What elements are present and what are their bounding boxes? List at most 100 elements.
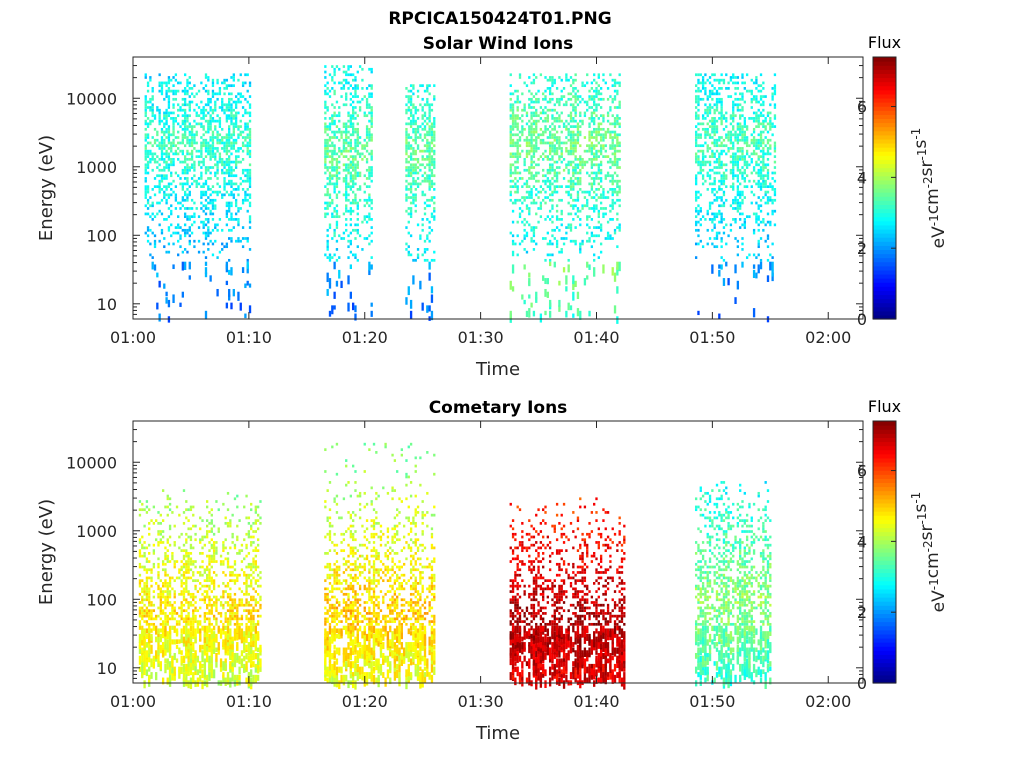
flux-cell (548, 253, 552, 257)
flux-cell (342, 141, 346, 145)
flux-cell (590, 130, 594, 134)
flux-cell (423, 127, 427, 131)
flux-cell (211, 78, 215, 82)
flux-cell (166, 584, 169, 588)
flux-cell (602, 212, 605, 216)
flux-cell (715, 138, 719, 142)
flux-cell (179, 149, 182, 153)
flux-cell (324, 84, 327, 88)
flux-cell (599, 138, 603, 142)
flux-cell (525, 190, 529, 194)
flux-cell (725, 117, 728, 120)
flux-cell (181, 182, 184, 186)
flux-cell (328, 253, 332, 257)
flux-cell (345, 130, 348, 134)
flux-cell (183, 207, 187, 210)
flux-cell (611, 78, 614, 82)
flux-cell (588, 147, 591, 150)
flux-cell (405, 188, 408, 191)
flux-cell (180, 592, 183, 596)
flux-cell (428, 157, 431, 161)
flux-cell (755, 97, 758, 101)
flux-cell (182, 617, 186, 621)
flux-cell (562, 95, 566, 98)
flux-cell (354, 95, 357, 98)
flux-cell (611, 141, 614, 145)
flux-cell (149, 228, 152, 232)
flux-cell (173, 666, 176, 676)
flux-cell (569, 125, 573, 128)
flux-cell (697, 234, 700, 238)
flux-cell (230, 190, 233, 194)
flux-cell (518, 215, 522, 219)
flux-cell (145, 628, 149, 634)
flux-cell (572, 168, 575, 172)
flux-cell (597, 234, 600, 238)
flux-cell (166, 590, 169, 593)
flux-cell (725, 144, 728, 148)
flux-cell (409, 97, 413, 101)
flux-cell (595, 204, 598, 208)
flux-cell (551, 76, 554, 79)
flux-cell (433, 188, 436, 191)
flux-cell (141, 669, 144, 679)
flux-cell (195, 133, 198, 137)
flux-cell (423, 212, 427, 216)
flux-cell (771, 185, 774, 188)
flux-cell (546, 117, 549, 120)
flux-cell (516, 133, 519, 137)
flux-cell (546, 114, 549, 118)
flux-cell (155, 650, 158, 659)
flux-cell (239, 302, 242, 311)
flux-cell (697, 196, 700, 199)
flux-cell (576, 141, 580, 145)
flux-cell (516, 198, 519, 202)
flux-cell (230, 103, 233, 107)
flux-cell (720, 182, 723, 186)
flux-cell (766, 234, 770, 238)
flux-cell (197, 182, 201, 186)
flux-cell (745, 141, 749, 145)
flux-cell (718, 138, 721, 142)
flux-cell (711, 218, 714, 221)
flux-cell (764, 152, 767, 156)
flux-cell (172, 294, 175, 304)
flux-cell (414, 152, 417, 156)
flux-cell (428, 152, 431, 156)
flux-cell (553, 125, 556, 128)
flux-cell (181, 196, 184, 199)
flux-cell (211, 92, 215, 96)
flux-cell (713, 119, 716, 123)
flux-cell (516, 144, 519, 148)
flux-cell (228, 168, 231, 172)
flux-cell (234, 122, 238, 126)
flux-cell (433, 133, 436, 137)
flux-cell (183, 119, 187, 123)
flux-cell (165, 163, 168, 167)
flux-cell (246, 188, 249, 191)
spectrogram-cells (138, 442, 772, 690)
flux-cell (241, 171, 245, 175)
flux-cell (170, 234, 173, 238)
flux-cell (574, 133, 577, 137)
flux-cell (750, 160, 753, 164)
flux-cell (234, 160, 238, 164)
flux-cell (542, 188, 545, 191)
flux-cell (333, 190, 336, 194)
flux-cell (616, 117, 619, 120)
flux-cell (228, 127, 231, 131)
flux-cell (611, 163, 614, 167)
flux-cell (150, 579, 153, 583)
flux-cell (416, 185, 420, 188)
flux-cell (530, 155, 533, 158)
flux-cell (523, 168, 526, 172)
flux-cell (204, 166, 208, 169)
flux-cell (349, 149, 352, 153)
flux-cell (551, 114, 554, 118)
flux-cell (618, 103, 621, 107)
flux-cell (727, 234, 730, 238)
flux-cell (544, 95, 547, 98)
flux-cell (711, 149, 714, 153)
flux-cell (414, 198, 417, 202)
flux-cell (528, 127, 531, 131)
